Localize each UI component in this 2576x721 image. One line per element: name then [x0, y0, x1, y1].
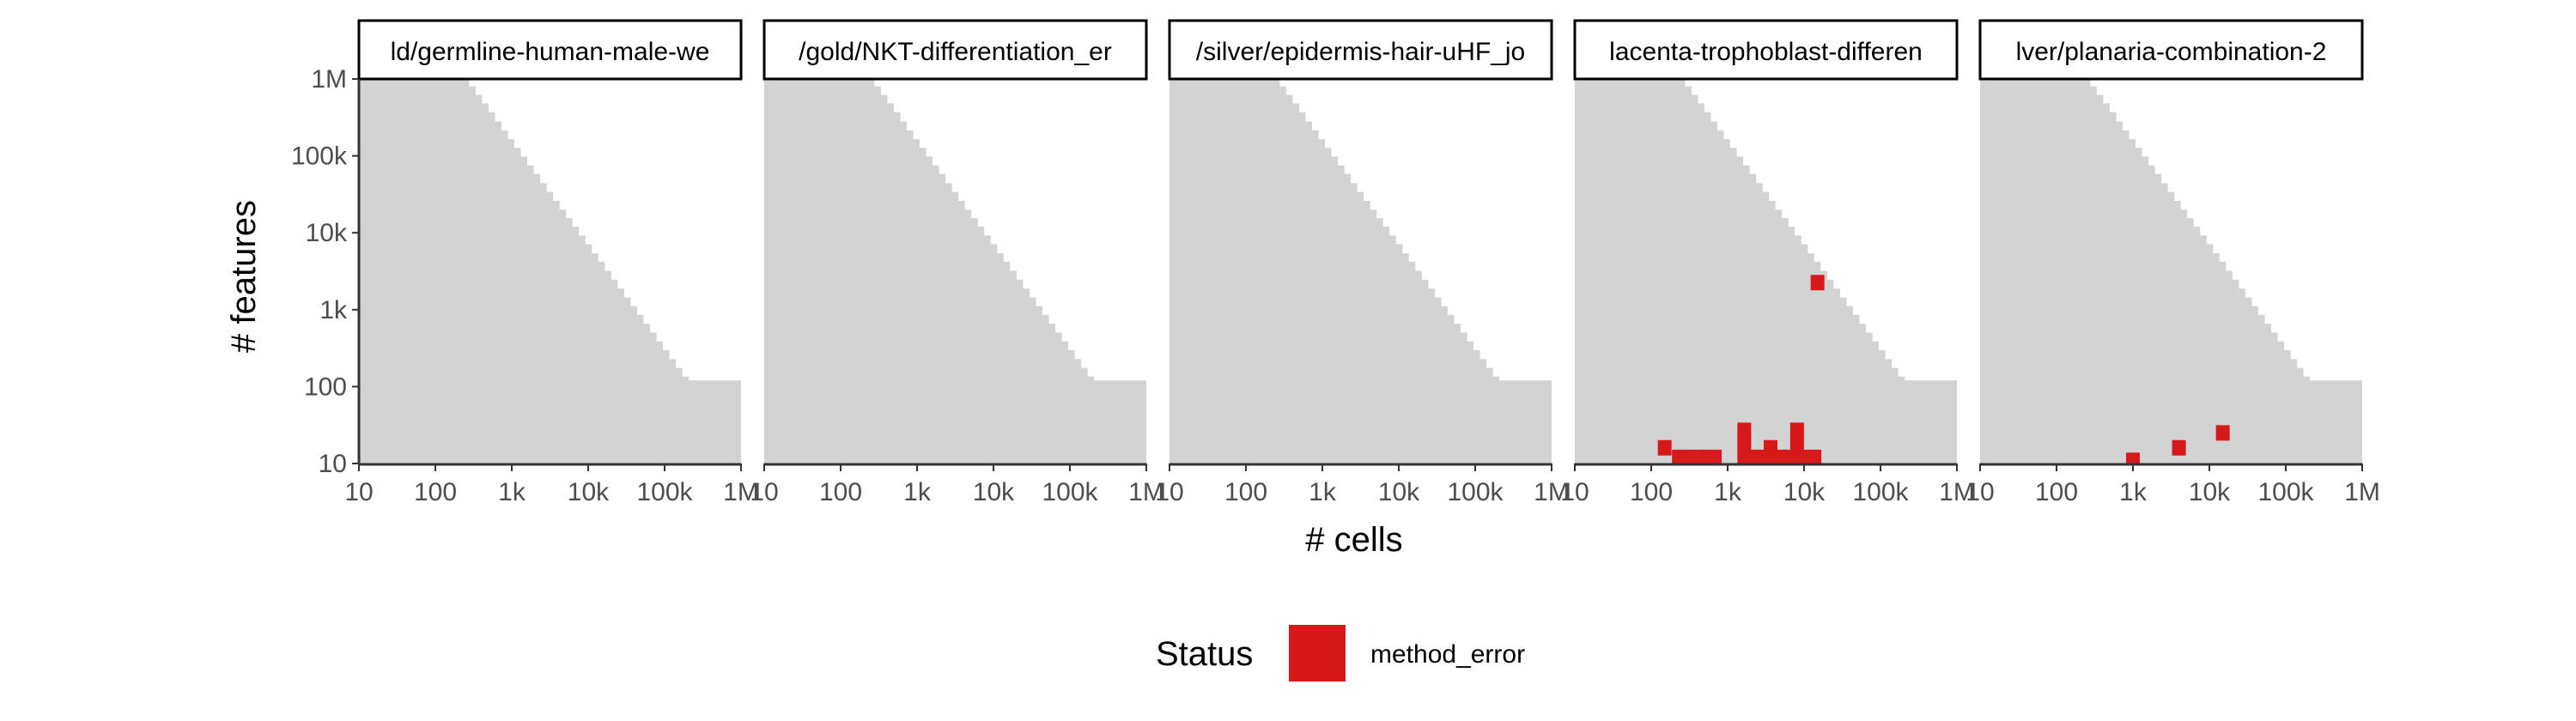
facet-strip-title: ld/germline-human-male-we — [391, 38, 710, 66]
status-cell — [1657, 439, 1672, 456]
y-tick-label: 100 — [304, 373, 347, 401]
x-tick-label: 10 — [1965, 478, 1994, 506]
x-tick-label: 10 — [344, 478, 373, 506]
x-tick-label: 1M — [2344, 478, 2380, 506]
facet-panel: ld/germline-human-male-we 10 100 1k 10k 100k 1… — [344, 19, 759, 506]
x-tick-label: 10k — [1378, 478, 1420, 506]
x-axis-title: # cells — [1305, 521, 1402, 559]
facet-strip-title: /gold/NKT-differentiation_er — [799, 38, 1112, 66]
x-tick-label: 1M — [1939, 478, 1975, 506]
facet-strip-title: /silver/epidermis-hair-uHF_jo — [1196, 38, 1525, 66]
x-tick-label: 10 — [1155, 478, 1183, 506]
y-tick-label: 10k — [306, 219, 348, 247]
x-tick-label: 1M — [723, 478, 759, 506]
y-axis-title: # features — [225, 200, 263, 353]
feasible-region — [1980, 79, 2362, 464]
x-tick-label: 1k — [1714, 478, 1742, 506]
panels-layer: 101001k10k100k1Mld/germline-human-male-w… — [291, 19, 2380, 506]
facet-strip — [1978, 19, 2364, 81]
feasible-region — [359, 79, 741, 464]
legend-title: Status — [1156, 635, 1253, 673]
x-tick-label: 100 — [1224, 478, 1267, 506]
x-tick-label: 1k — [1309, 478, 1337, 506]
legend: Status method_error — [1156, 625, 1525, 682]
legend-label-method-error: method_error — [1370, 640, 1525, 669]
feasible-region — [1170, 79, 1552, 464]
y-tick-label: 100k — [291, 142, 348, 171]
facet-panel: /gold/NKT-differentiation_er 10 100 1k 10k 10… — [750, 19, 1164, 506]
status-cell — [2215, 425, 2230, 441]
x-tick-label: 100 — [2035, 478, 2078, 506]
x-tick-label: 10k — [568, 478, 610, 506]
y-tick-label: 10 — [319, 450, 347, 478]
status-cell — [2126, 452, 2140, 464]
status-cell — [1737, 422, 1752, 439]
status-cell — [1810, 275, 1825, 291]
facet-panel: lacenta-trophoblast-differen 10 100 1k 10k 10… — [1560, 19, 1975, 506]
x-tick-label: 100k — [1042, 478, 1098, 506]
x-tick-label: 100k — [2257, 478, 2314, 506]
facet-strip-title: lacenta-trophoblast-differen — [1609, 38, 1923, 66]
feasible-region — [1575, 79, 1957, 464]
y-tick-label: 1k — [319, 296, 348, 324]
x-tick-label: 100 — [819, 478, 862, 506]
facet-strip-title: lver/planaria-combination-2 — [2016, 38, 2327, 66]
x-tick-label: 10k — [973, 478, 1015, 506]
facet-panel: /silver/epidermis-hair-uHF_jo 10 100 1k 10k 1… — [1155, 19, 1570, 506]
x-tick-label: 100k — [636, 478, 693, 506]
x-tick-label: 1M — [1534, 478, 1570, 506]
x-tick-label: 1k — [903, 478, 932, 506]
x-tick-label: 100k — [1852, 478, 1909, 506]
status-cell — [2172, 439, 2186, 456]
legend-key-method-error — [1289, 625, 1346, 682]
status-cell — [1789, 422, 1804, 439]
x-tick-label: 1M — [1128, 478, 1164, 506]
x-tick-label: 10 — [1560, 478, 1589, 506]
x-tick-label: 1k — [498, 478, 526, 506]
facet-strip — [1573, 19, 1959, 81]
status-cell — [1807, 449, 1822, 464]
x-tick-label: 1k — [2119, 478, 2148, 506]
x-tick-label: 100 — [414, 478, 457, 506]
x-tick-label: 100k — [1447, 478, 1504, 506]
x-tick-label: 10 — [750, 478, 778, 506]
x-tick-label: 10k — [1783, 478, 1826, 506]
x-tick-label: 10k — [2189, 478, 2231, 506]
y-tick-label: 1M — [311, 65, 347, 94]
feasible-region — [764, 79, 1146, 464]
facet-strip — [762, 19, 1148, 81]
x-tick-label: 100 — [1630, 478, 1673, 506]
facet-panel: lver/planaria-combination-2 10 100 1k 10k 100… — [1965, 19, 2380, 506]
status-cell — [1708, 449, 1722, 464]
facet-strip — [357, 19, 743, 81]
facet-strip — [1168, 19, 1553, 81]
